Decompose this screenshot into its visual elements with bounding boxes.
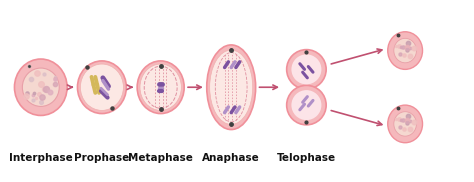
Ellipse shape — [394, 38, 417, 63]
Ellipse shape — [287, 85, 326, 125]
Ellipse shape — [207, 45, 255, 130]
Text: Prophase: Prophase — [74, 153, 129, 163]
Ellipse shape — [81, 64, 123, 110]
Text: Telophase: Telophase — [277, 153, 336, 163]
Ellipse shape — [292, 90, 321, 120]
Text: Interphase: Interphase — [9, 153, 73, 163]
Ellipse shape — [77, 61, 127, 114]
Ellipse shape — [210, 50, 253, 124]
Ellipse shape — [388, 105, 422, 143]
Ellipse shape — [140, 64, 182, 110]
Text: Anaphase: Anaphase — [202, 153, 260, 163]
Ellipse shape — [388, 32, 422, 69]
Ellipse shape — [287, 50, 326, 89]
Ellipse shape — [22, 68, 59, 106]
Ellipse shape — [15, 59, 67, 115]
Ellipse shape — [137, 61, 184, 114]
Ellipse shape — [394, 112, 417, 136]
Ellipse shape — [292, 54, 321, 84]
Text: Metaphase: Metaphase — [128, 153, 193, 163]
